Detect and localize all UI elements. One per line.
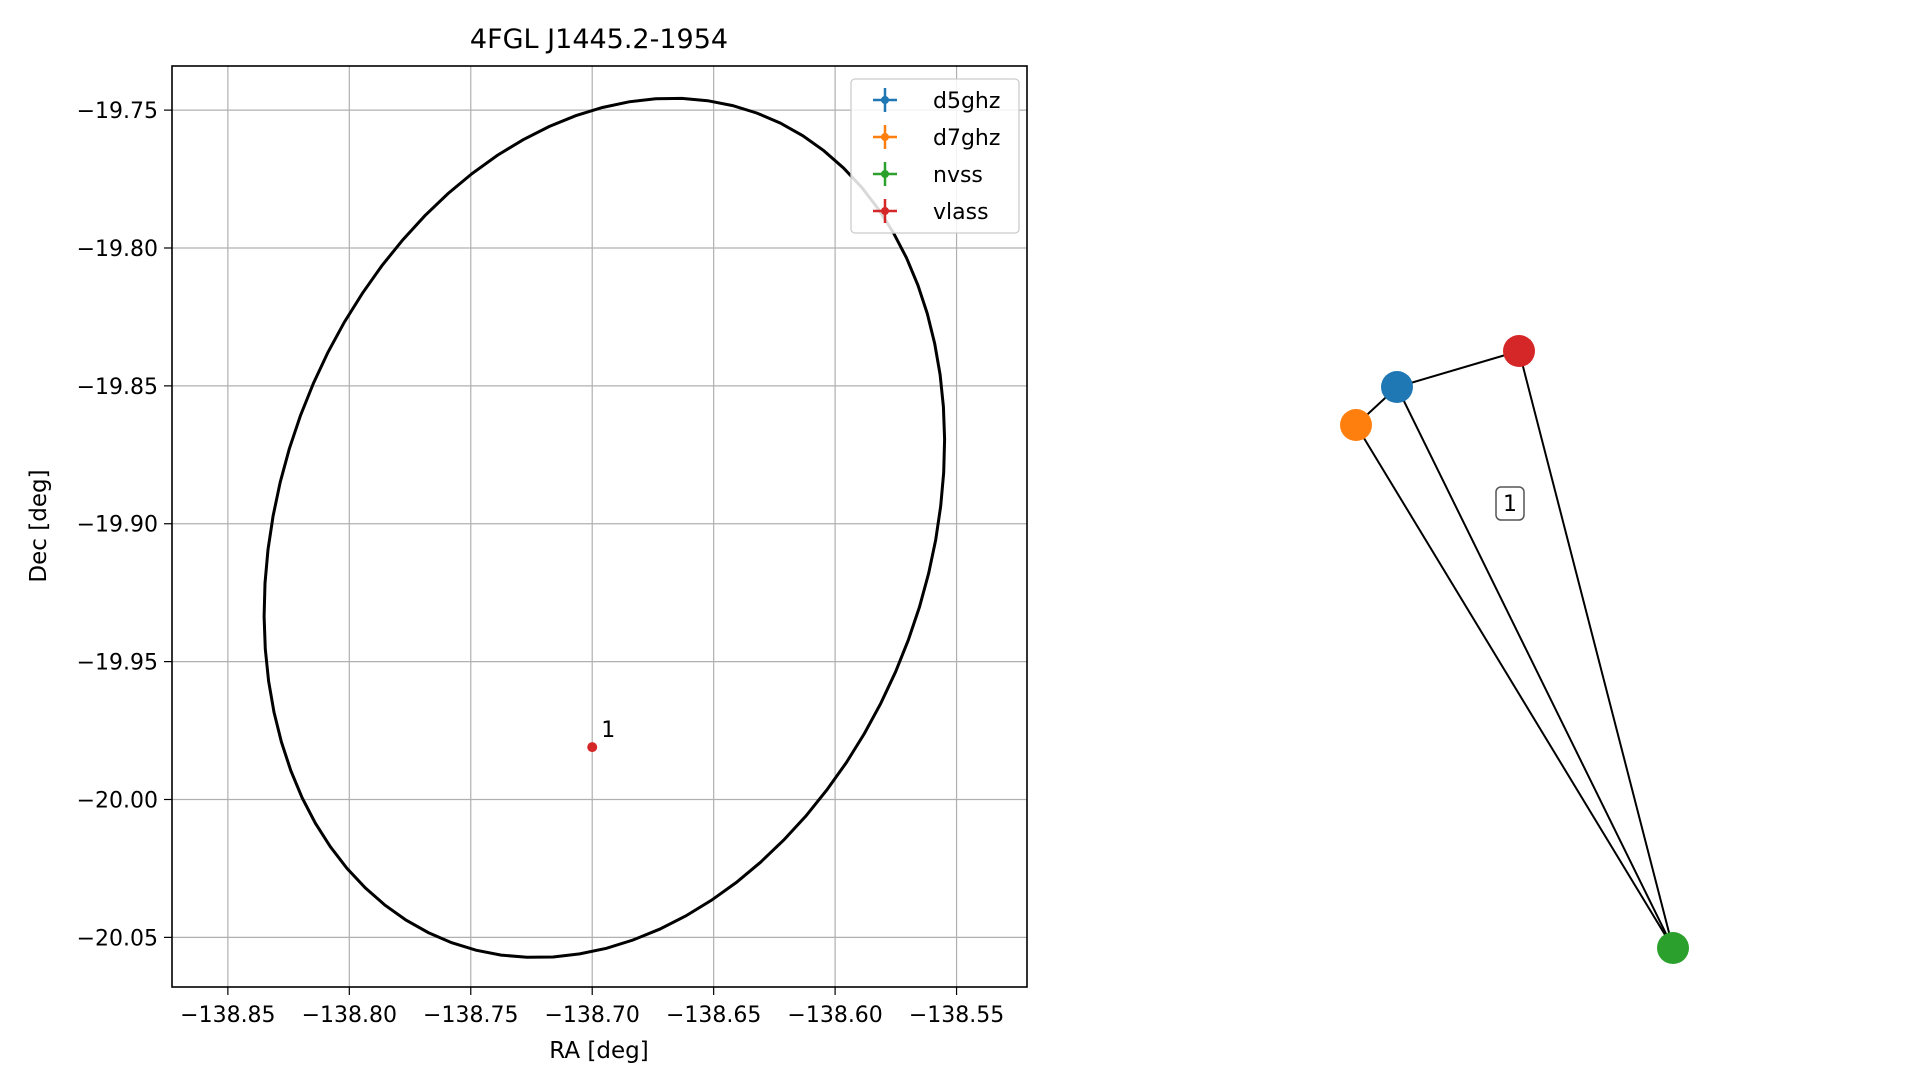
network-edge-vlass-nvss bbox=[1518, 350, 1674, 949]
legend-marker-dot bbox=[881, 207, 889, 215]
network-node-nvss bbox=[1657, 932, 1689, 964]
grid-lines bbox=[172, 66, 1027, 987]
x-tick-label: −138.55 bbox=[909, 1003, 1004, 1028]
network-group-label: 1 bbox=[1495, 486, 1525, 521]
y-tick-label: −19.90 bbox=[77, 513, 158, 538]
network-edge-d5ghz-vlass bbox=[1396, 350, 1520, 388]
x-tick-label: −138.70 bbox=[545, 1003, 640, 1028]
group-label-text: 1 bbox=[1503, 492, 1517, 517]
y-tick-label: −19.75 bbox=[77, 99, 158, 124]
legend: d5ghz d7ghz nvss vlass bbox=[850, 78, 1020, 234]
y-tick-label: −19.95 bbox=[77, 651, 158, 676]
legend-entry-d5ghz: d5ghz bbox=[933, 89, 1000, 114]
x-axis-label: RA [deg] bbox=[549, 1038, 648, 1064]
sky-position-chart: 4FGL J1445.2-1954 1 −138.85 −138.80 −138.7… bbox=[26, 24, 1028, 1064]
x-tick-label: −138.65 bbox=[666, 1003, 761, 1028]
legend-entry-d7ghz: d7ghz bbox=[933, 126, 1000, 151]
source-points-layer: 1 bbox=[587, 718, 615, 753]
group-label-box bbox=[1495, 486, 1525, 521]
network-node-d7ghz bbox=[1340, 409, 1372, 441]
source-point bbox=[587, 742, 598, 753]
network-node-vlass bbox=[1503, 335, 1535, 367]
legend-marker-dot bbox=[881, 96, 889, 104]
network-edge-d7ghz-nvss bbox=[1355, 424, 1674, 949]
x-axis-ticks: −138.85 −138.80 −138.75 −138.70 −138.65 −138.… bbox=[180, 987, 1004, 1028]
y-axis-label: Dec [deg] bbox=[26, 469, 52, 582]
x-tick-label: −138.85 bbox=[180, 1003, 275, 1028]
match-network-graph: 1 bbox=[1340, 335, 1689, 964]
y-axis-ticks: −19.75 −19.80 −19.85 −19.90 −19.95 −20.00 −20.… bbox=[77, 99, 172, 951]
uncertainty-ellipse-layer bbox=[262, 96, 947, 959]
network-node-d5ghz bbox=[1381, 371, 1413, 403]
y-tick-label: −19.80 bbox=[77, 237, 158, 262]
chart-title: 4FGL J1445.2-1954 bbox=[470, 24, 728, 55]
legend-marker-dot bbox=[881, 170, 889, 178]
uncertainty-ellipse bbox=[262, 96, 947, 959]
y-tick-label: −20.05 bbox=[77, 926, 158, 951]
legend-box bbox=[850, 78, 1020, 234]
network-edge-d5ghz-nvss bbox=[1396, 386, 1674, 949]
network-edges bbox=[1355, 350, 1674, 949]
x-tick-label: −138.80 bbox=[302, 1003, 397, 1028]
x-tick-label: −138.75 bbox=[423, 1003, 518, 1028]
source-point-label: 1 bbox=[601, 718, 615, 743]
plot-frame bbox=[171, 65, 1028, 988]
legend-entry-nvss: nvss bbox=[933, 163, 983, 188]
legend-entry-vlass: vlass bbox=[933, 200, 989, 225]
network-nodes bbox=[1340, 335, 1689, 964]
y-tick-label: −19.85 bbox=[77, 375, 158, 400]
x-tick-label: −138.60 bbox=[787, 1003, 882, 1028]
legend-marker-dot bbox=[881, 133, 889, 141]
y-tick-label: −20.00 bbox=[77, 788, 158, 813]
